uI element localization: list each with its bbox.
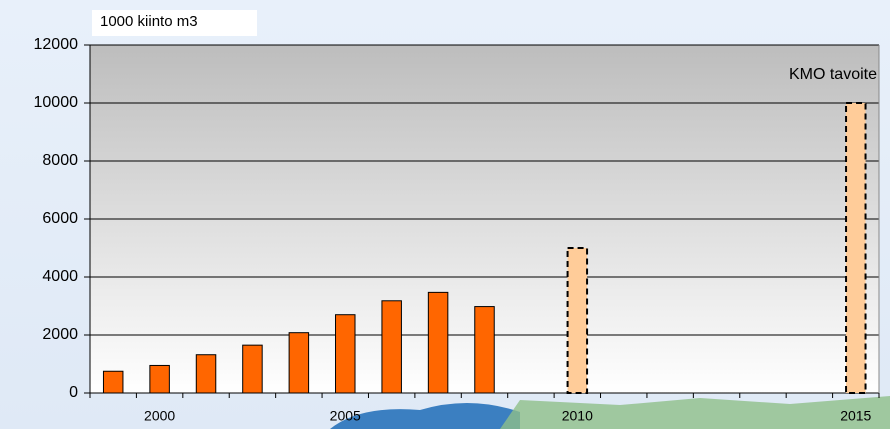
y-tick-label: 2000 [42, 326, 78, 343]
annotation: KMO tavoite [789, 66, 877, 83]
y-axis-label: 1000 kiinto m3 [100, 13, 198, 30]
bar [428, 292, 447, 393]
x-tick-label: 2015 [840, 408, 871, 424]
y-tick-label: 0 [69, 384, 78, 401]
bar [289, 333, 308, 393]
bar [196, 355, 215, 393]
chart: 1000 kiinto m3 0 2000 4000 6000 8000 10000 120… [0, 0, 890, 429]
bar [568, 248, 587, 393]
bar [243, 345, 262, 393]
y-tick-label: 10000 [34, 94, 79, 111]
x-tick-label: 2010 [562, 408, 593, 424]
bar [846, 103, 865, 393]
bar [382, 301, 401, 393]
y-tick-label: 6000 [42, 210, 78, 227]
y-tick-label: 8000 [42, 152, 78, 169]
bar [475, 307, 494, 393]
y-tick-label: 4000 [42, 268, 78, 285]
bar [150, 365, 169, 393]
bar [336, 315, 355, 393]
x-tick-label: 2000 [144, 408, 175, 424]
bar [103, 371, 122, 393]
y-tick-label: 12000 [34, 36, 79, 53]
x-tick-label: 2005 [330, 408, 361, 424]
